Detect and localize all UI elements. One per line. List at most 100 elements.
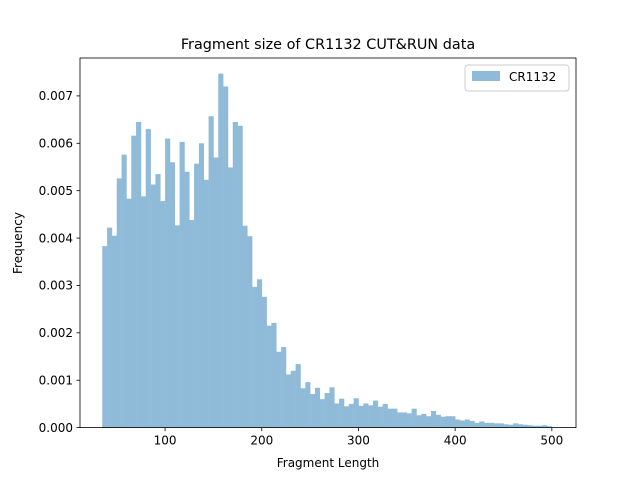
histogram-bar (160, 201, 166, 428)
histogram-bar (208, 116, 214, 428)
y-tick-label: 0.002 (39, 326, 73, 340)
histogram-bar (218, 73, 224, 428)
histogram-bar (508, 424, 514, 428)
histogram-bar (324, 393, 330, 428)
chart-title: Fragment size of CR1132 CUT&RUN data (181, 37, 475, 53)
histogram-bar (295, 364, 301, 428)
y-tick-label: 0.000 (39, 421, 73, 435)
histogram-bar (411, 408, 417, 428)
y-tick-label: 0.005 (39, 184, 73, 198)
plot-frame (79, 57, 577, 429)
histogram-bar (252, 286, 258, 428)
x-tick-label: 300 (347, 434, 370, 448)
histogram-bar (145, 129, 151, 428)
histogram-bar (165, 138, 171, 428)
histogram-bar (266, 325, 272, 428)
histogram-bar (377, 406, 383, 428)
histogram-bar (527, 425, 533, 428)
legend-label: CR1132 (509, 70, 556, 84)
histogram-bar (426, 416, 432, 428)
histogram-bar (387, 408, 393, 428)
histogram-bar (474, 422, 480, 428)
y-tick-label: 0.004 (39, 231, 73, 245)
histogram-bar (276, 351, 282, 428)
histogram-bar (247, 236, 253, 428)
x-tick-label: 200 (250, 434, 273, 448)
histogram-bar (363, 403, 369, 428)
histogram-bar (517, 424, 524, 428)
histogram-bar (343, 406, 350, 428)
histogram-bar (532, 425, 538, 428)
histogram-bar (469, 420, 475, 428)
histogram-bar (542, 425, 548, 428)
histogram-bar (213, 157, 219, 428)
histogram-bar (290, 370, 296, 428)
histogram-bar (488, 422, 495, 428)
histogram-bar (353, 398, 359, 428)
histogram-bar (440, 416, 446, 428)
y-axis-ticks: 0.000 0.001 0.002 0.003 0.004 0.005 0.006 0.007 (39, 89, 80, 435)
histogram-bar (498, 423, 504, 428)
histogram-bar (285, 374, 292, 428)
x-axis-label: Fragment Length (277, 456, 380, 470)
histogram-bar (203, 179, 209, 428)
histogram-bar (455, 419, 461, 428)
histogram-bar (392, 408, 398, 428)
histogram-bar (189, 220, 195, 428)
histogram-bar (140, 196, 147, 428)
histogram-bar (401, 412, 408, 428)
histogram-bar (450, 416, 456, 428)
legend-swatch (472, 71, 500, 81)
histogram-bar (416, 415, 422, 428)
histogram-bar (271, 322, 277, 428)
histogram-bar (493, 423, 499, 428)
histogram-bar (169, 162, 176, 428)
histogram-bar (479, 421, 485, 428)
histogram-bar (537, 425, 543, 428)
histogram-bar (372, 400, 379, 428)
histogram-bar (174, 225, 180, 428)
histogram-bar (107, 227, 113, 428)
histogram-bar (459, 420, 466, 428)
x-tick-label: 500 (540, 434, 563, 448)
histogram-bar (484, 422, 490, 428)
histogram-bar (464, 419, 470, 428)
y-tick-label: 0.006 (39, 136, 73, 150)
histogram-bar (227, 167, 234, 428)
histogram-bar (131, 135, 137, 428)
histogram-bar (136, 121, 142, 428)
histogram-bar (368, 405, 374, 428)
histogram-bar (445, 416, 451, 428)
histogram-bar (237, 125, 243, 428)
histogram-bar (155, 174, 161, 428)
histogram-bar (198, 143, 205, 428)
histogram-bars (102, 73, 553, 428)
histogram-bar (503, 424, 509, 428)
y-tick-label: 0.003 (39, 279, 73, 293)
histogram-bar (121, 154, 127, 428)
histogram-bar (382, 403, 388, 428)
histogram-bar (358, 405, 364, 428)
histogram-bar (522, 424, 528, 428)
histogram-bar (256, 279, 263, 428)
histogram-bar (397, 412, 403, 428)
histogram-bar (513, 423, 519, 428)
histogram-bar (242, 225, 248, 428)
x-tick-label: 400 (444, 434, 467, 448)
histogram-bar (102, 246, 108, 428)
x-axis-ticks: 100 200 300 400 500 (154, 427, 563, 448)
y-tick-label: 0.007 (39, 89, 73, 103)
histogram-bar (126, 198, 132, 428)
histogram-bar (223, 86, 229, 428)
histogram-bar (406, 413, 412, 428)
histogram-bar (281, 347, 287, 428)
histogram-bar (150, 184, 156, 428)
histogram-bar (421, 413, 427, 428)
histogram-bar (310, 393, 316, 428)
histogram-bar (329, 387, 335, 428)
histogram-bar (111, 235, 118, 428)
histogram-bar (430, 411, 437, 428)
histogram-bar (348, 403, 354, 428)
histogram-bar (232, 121, 238, 428)
